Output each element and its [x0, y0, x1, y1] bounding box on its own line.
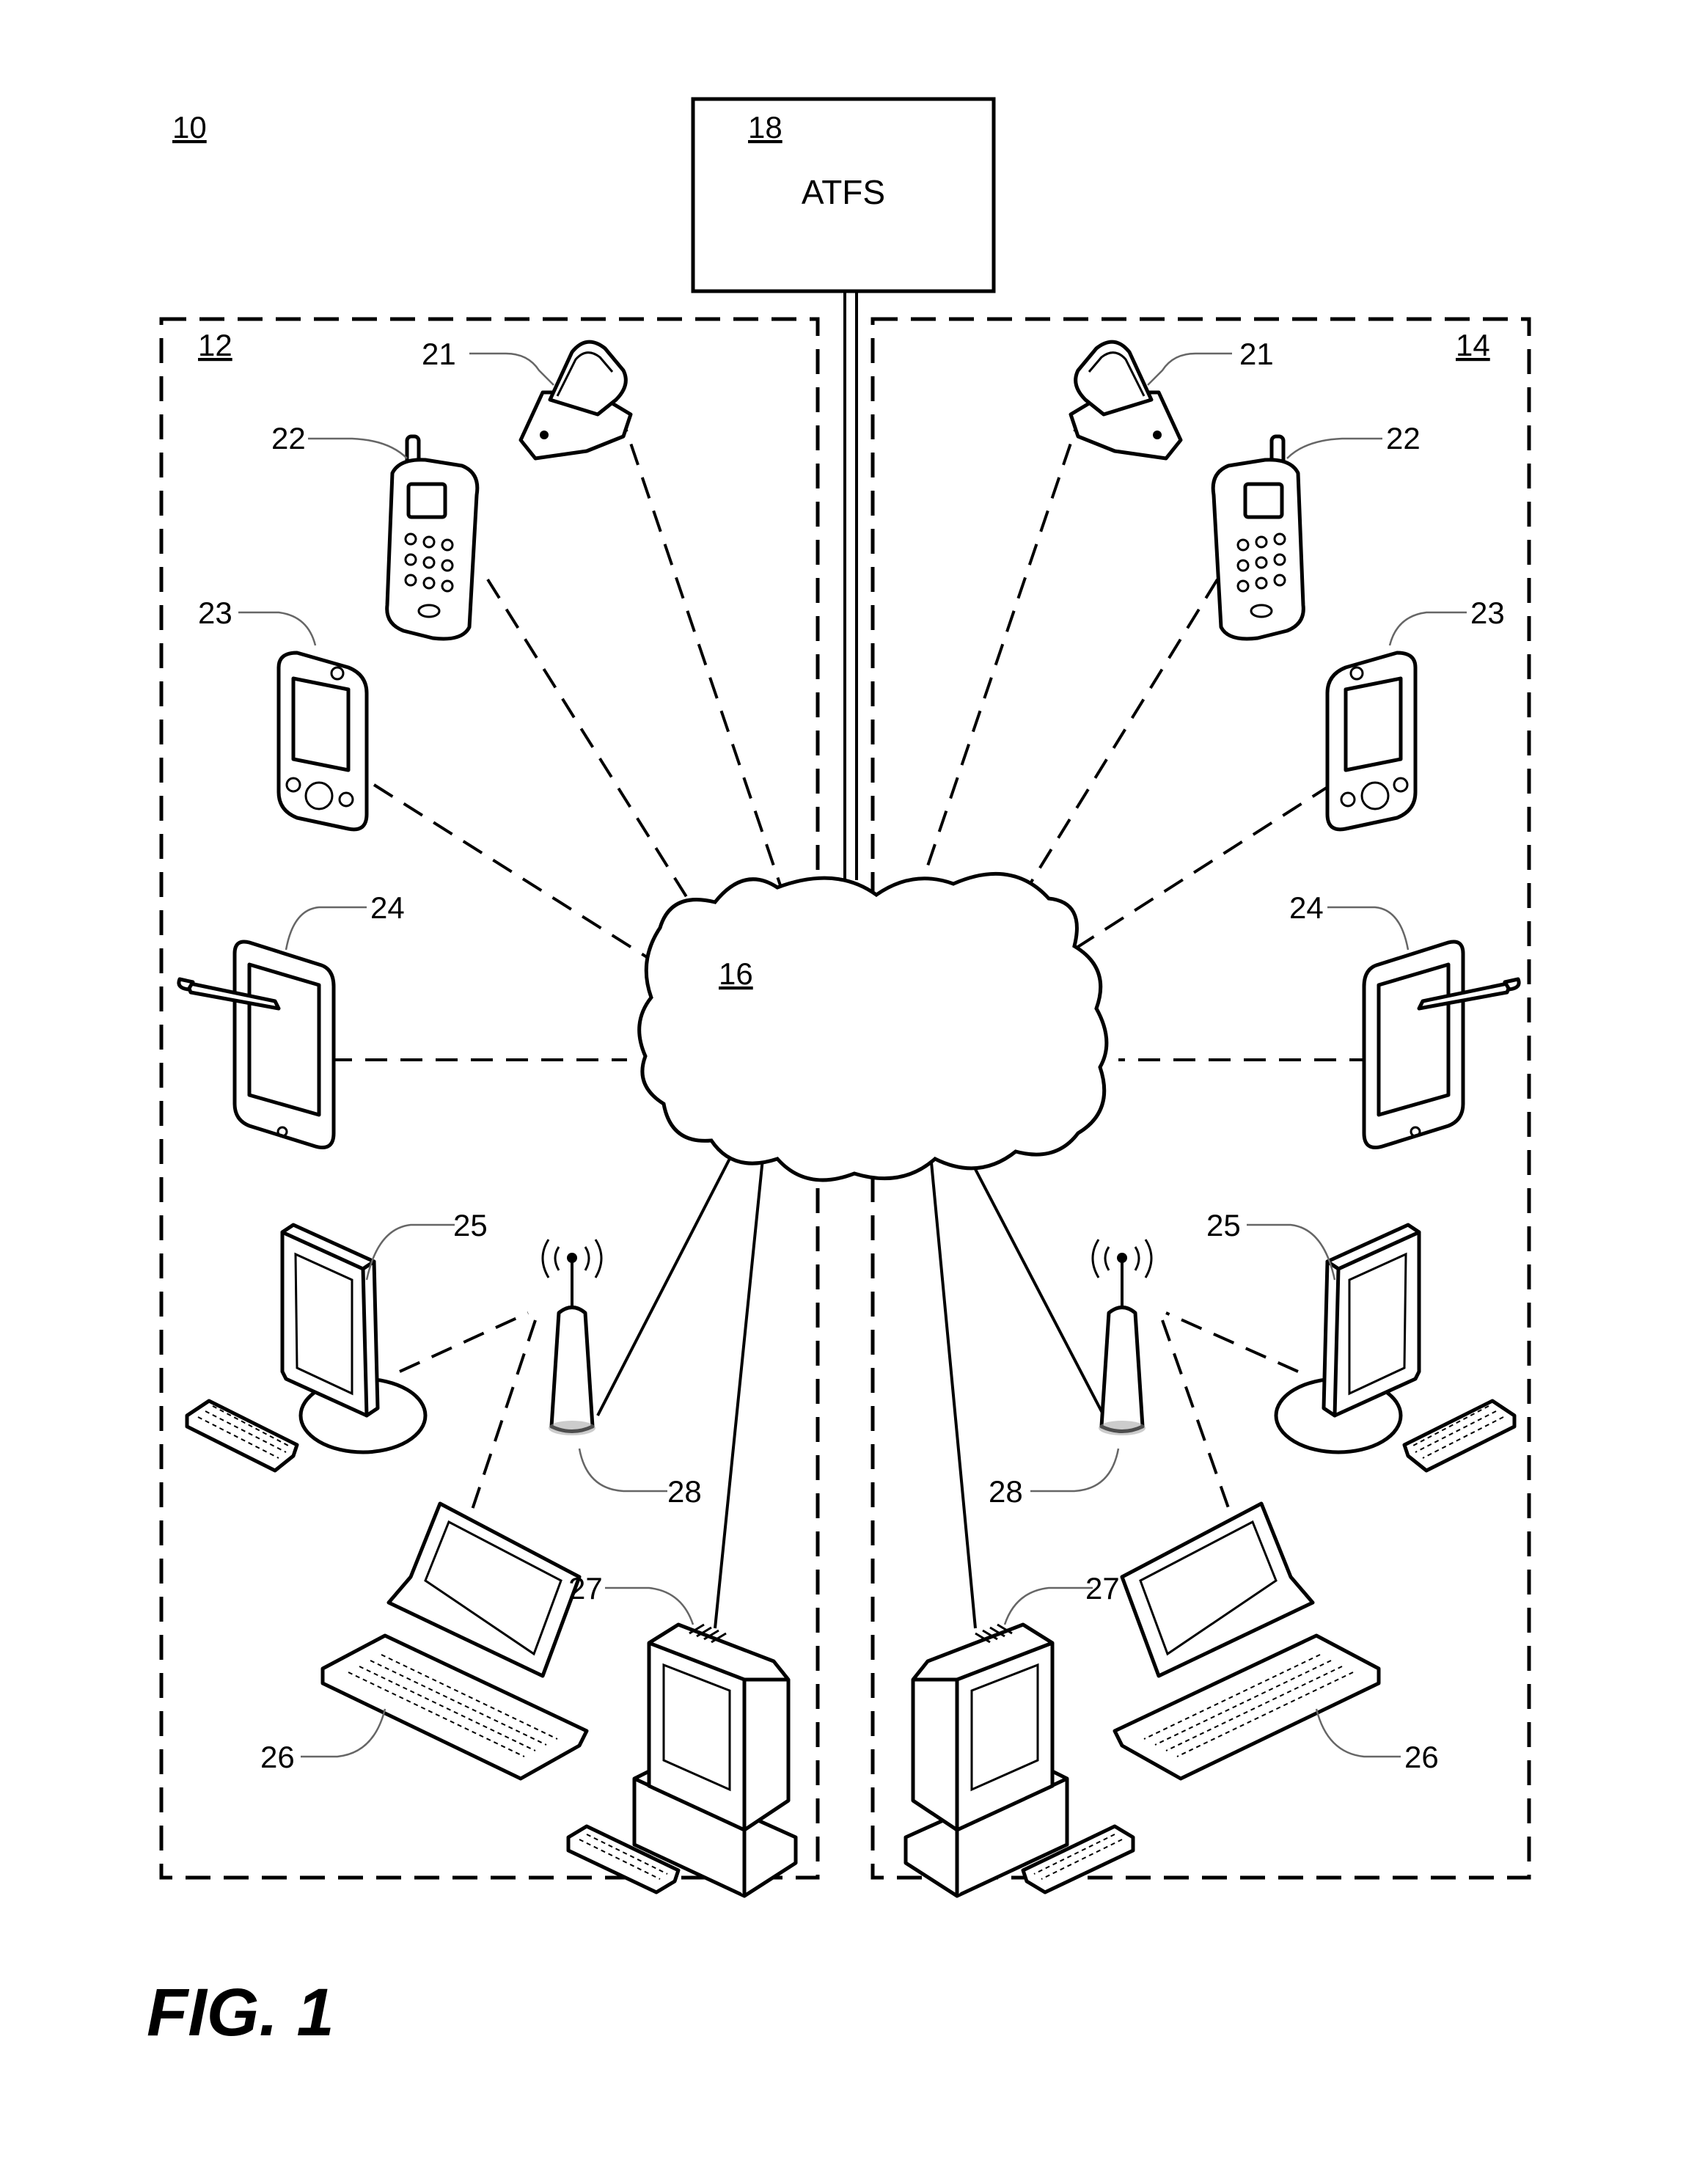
network-label: 16 [719, 956, 753, 991]
server-text: ATFS [802, 173, 885, 211]
device-label: 21 [1239, 337, 1274, 371]
device-label: 24 [370, 890, 405, 925]
wired-links [598, 1152, 1104, 1628]
device-label: 25 [1206, 1208, 1241, 1242]
flip-phone-right: 21 [1071, 337, 1274, 458]
device-label: 27 [568, 1571, 603, 1606]
cell-phone-right: 22 [1213, 421, 1421, 639]
server-label: 18 [748, 110, 782, 144]
laptop-right: 26 [1115, 1504, 1439, 1779]
system-label: 10 [172, 110, 207, 144]
cell-phone-left: 22 [271, 421, 477, 639]
workstation-left: 27 [568, 1571, 796, 1896]
access-point-right: 28 [989, 1240, 1151, 1509]
device-label: 23 [198, 596, 232, 630]
flip-phone-left: 21 [422, 337, 631, 458]
device-label: 27 [1085, 1571, 1120, 1606]
device-label: 22 [1386, 421, 1421, 455]
device-label: 26 [1404, 1740, 1439, 1774]
device-label: 24 [1289, 890, 1324, 925]
desktop-left: 25 [187, 1208, 488, 1471]
pda-right: 23 [1327, 596, 1505, 830]
desktop-right: 25 [1206, 1208, 1514, 1471]
device-label: 25 [453, 1208, 488, 1242]
tablet-right: 24 [1289, 890, 1519, 1148]
laptop-left: 26 [260, 1504, 587, 1779]
device-label: 22 [271, 421, 306, 455]
figure-caption: FIG. 1 [147, 1975, 334, 2050]
region-left-label: 12 [198, 328, 232, 362]
network-cloud [639, 874, 1107, 1180]
region-right-label: 14 [1456, 328, 1490, 362]
device-label: 21 [422, 337, 456, 371]
device-label: 23 [1470, 596, 1505, 630]
device-label: 28 [989, 1474, 1023, 1509]
device-label: 28 [667, 1474, 702, 1509]
workstation-right: 27 [906, 1571, 1133, 1896]
pda-left: 23 [198, 596, 367, 830]
access-point-left: 28 [543, 1240, 702, 1509]
device-label: 26 [260, 1740, 295, 1774]
tablet-left: 24 [179, 890, 405, 1148]
